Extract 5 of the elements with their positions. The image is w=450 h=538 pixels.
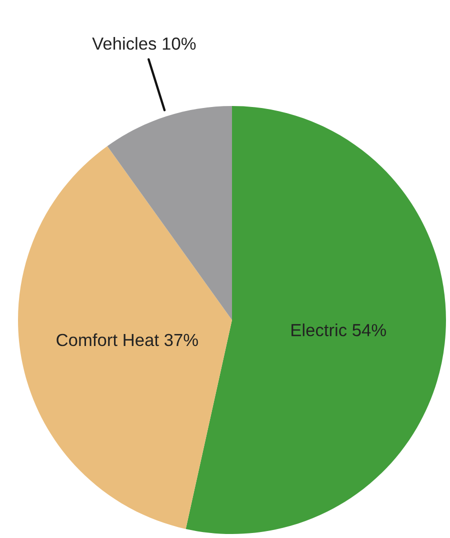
pie-slice [18, 146, 232, 529]
pie-slice [107, 106, 232, 320]
slice-label: Electric 54% [292, 324, 386, 336]
slice-label: Comfort Heat 37% [56, 333, 198, 346]
slice-label: Vehicles 10% [92, 37, 196, 50]
